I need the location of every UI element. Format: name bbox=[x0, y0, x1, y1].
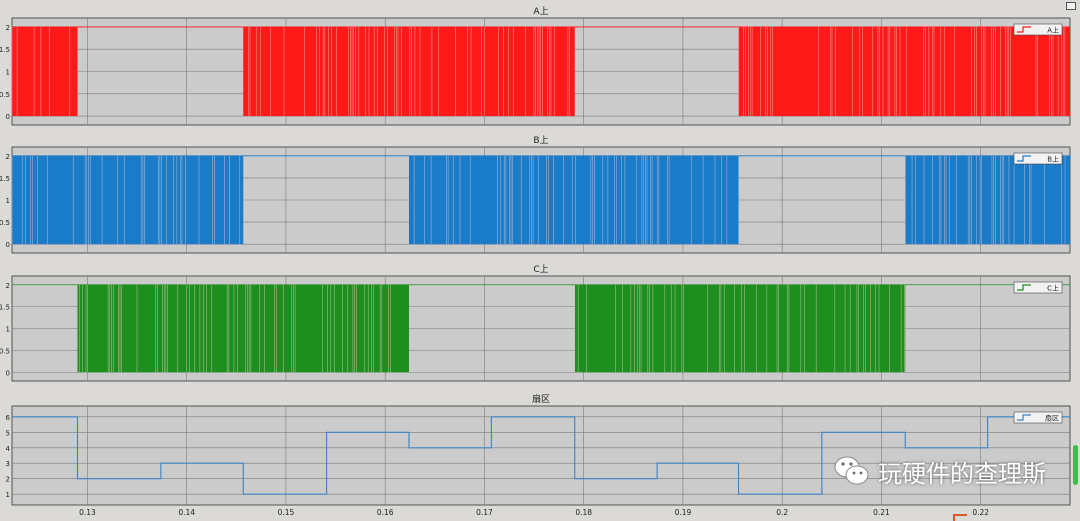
legend-box bbox=[1013, 281, 1063, 294]
legend-box bbox=[1013, 152, 1063, 165]
chart-title: B上 bbox=[533, 135, 548, 146]
pwm-block bbox=[574, 284, 906, 373]
y-tick-label: 1.5 bbox=[0, 304, 10, 312]
pwm-block bbox=[243, 26, 575, 117]
x-tick-label: 0.21 bbox=[873, 508, 890, 517]
scrollbar-thumb[interactable] bbox=[1073, 445, 1078, 485]
legend-label: 扇区 bbox=[1045, 414, 1059, 423]
pwm-block bbox=[905, 155, 1070, 245]
y-tick-label: 3 bbox=[6, 460, 10, 468]
y-tick-label: 1 bbox=[6, 491, 10, 499]
y-tick-label: 2 bbox=[6, 282, 10, 290]
x-tick-label: 0.2 bbox=[776, 508, 788, 517]
y-tick-label: 1.5 bbox=[0, 46, 10, 54]
x-tick-label: 0.16 bbox=[377, 508, 394, 517]
wechat-icon bbox=[834, 456, 869, 485]
x-tick-label: 0.14 bbox=[178, 508, 195, 517]
x-tick-label: 0.18 bbox=[575, 508, 592, 517]
y-tick-label: 2 bbox=[6, 153, 10, 161]
chart-title: A上 bbox=[533, 6, 548, 17]
chart-title: 扇区 bbox=[532, 393, 550, 405]
y-tick-label: 1 bbox=[6, 69, 10, 77]
y-tick-label: 1 bbox=[6, 197, 10, 205]
y-tick-label: 0 bbox=[6, 113, 10, 121]
y-tick-label: 0.5 bbox=[0, 219, 10, 227]
sector-step-line bbox=[12, 416, 1070, 495]
y-tick-label: 2 bbox=[6, 24, 10, 32]
y-tick-label: 2 bbox=[6, 476, 10, 484]
legend-label: A上 bbox=[1047, 26, 1059, 35]
legend-swatch bbox=[1017, 155, 1031, 162]
y-tick-label: 5 bbox=[6, 429, 10, 437]
legend-box bbox=[1013, 411, 1063, 424]
legend-box bbox=[1013, 23, 1063, 36]
x-tick-label: 0.19 bbox=[675, 508, 692, 517]
plot-area bbox=[11, 405, 1071, 506]
x-tick-label: 0.22 bbox=[972, 508, 989, 517]
legend-swatch bbox=[1017, 284, 1031, 291]
y-tick-label: 0.5 bbox=[0, 347, 10, 355]
pwm-block bbox=[408, 155, 739, 245]
x-tick-label: 0.17 bbox=[476, 508, 493, 517]
x-tick-label: 0.13 bbox=[79, 508, 96, 517]
y-tick-label: 0 bbox=[6, 241, 10, 249]
chart-title: C上 bbox=[533, 264, 548, 275]
y-tick-label: 0 bbox=[6, 369, 10, 377]
y-tick-label: 1 bbox=[6, 326, 10, 334]
legend-swatch bbox=[1017, 26, 1031, 33]
window-restore-icon[interactable] bbox=[1066, 2, 1076, 10]
pwm-block bbox=[12, 155, 244, 245]
y-tick-label: 6 bbox=[6, 414, 11, 422]
pwm-block bbox=[738, 26, 1070, 117]
watermark: 玩硬件的查理斯 bbox=[832, 451, 1046, 491]
watermark-text: 玩硬件的查理斯 bbox=[878, 459, 1046, 488]
legend-label: C上 bbox=[1047, 284, 1059, 293]
cursor-marker-icon bbox=[953, 514, 967, 521]
pwm-block bbox=[12, 26, 78, 117]
legend-swatch bbox=[1017, 414, 1031, 421]
y-tick-label: 1.5 bbox=[0, 175, 10, 183]
legend-label: B上 bbox=[1047, 155, 1059, 164]
x-tick-label: 0.15 bbox=[278, 508, 295, 517]
pwm-block bbox=[77, 284, 409, 373]
y-tick-label: 0.5 bbox=[0, 91, 10, 99]
y-tick-label: 4 bbox=[6, 445, 11, 453]
